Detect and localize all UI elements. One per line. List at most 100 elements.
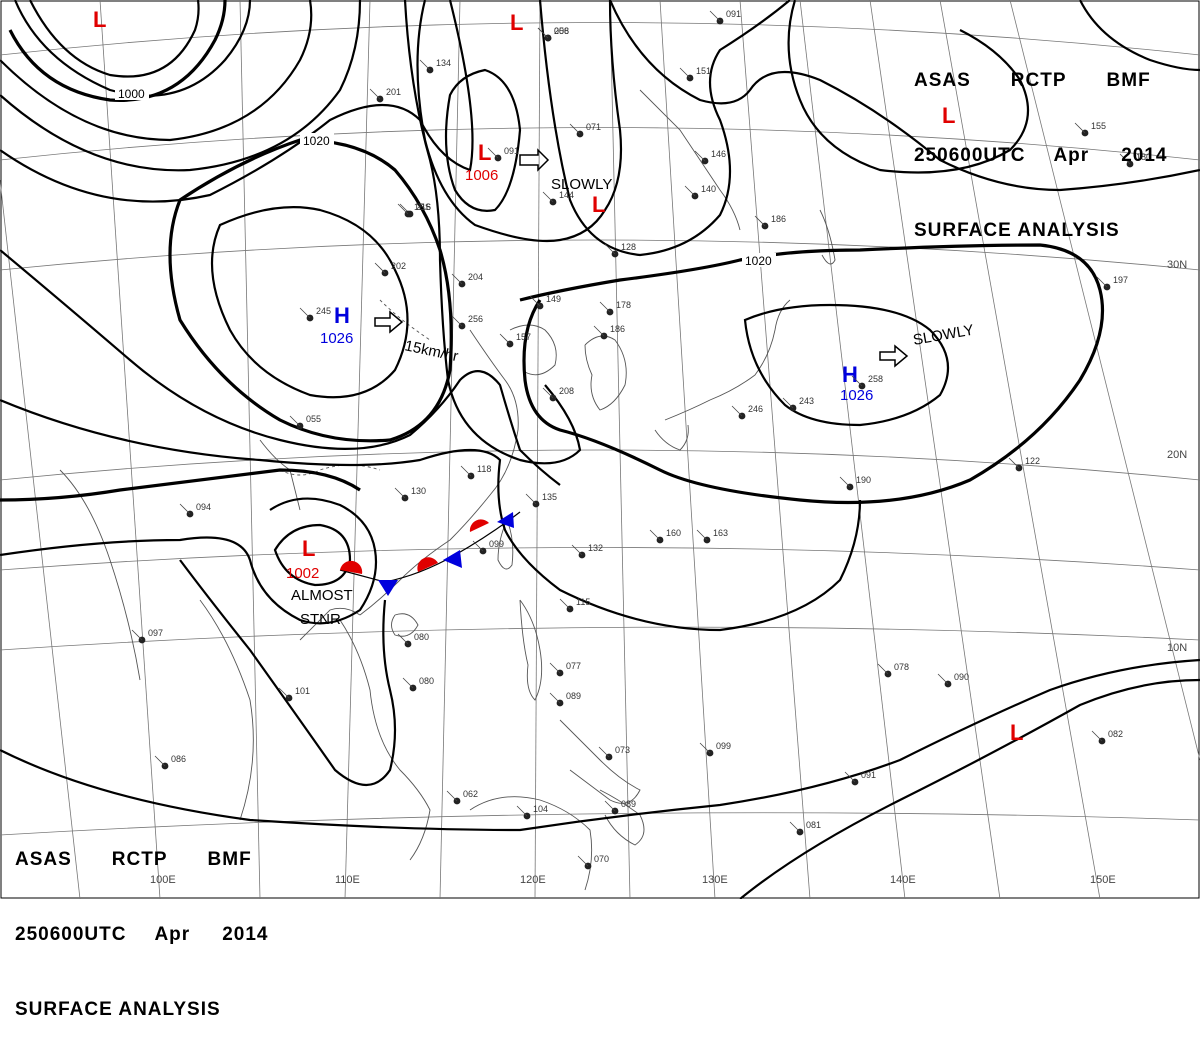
- station-wind-barb: [569, 123, 581, 135]
- station-pressure-value: 099: [716, 741, 731, 751]
- station-pressure-value: 155: [1091, 121, 1106, 131]
- coast-kyushu: [654, 424, 689, 451]
- low-marker-nw: L: [93, 7, 106, 32]
- station-wind-barb: [571, 544, 583, 556]
- station-wind-barb: [451, 315, 463, 327]
- coast-sakhalin: [819, 209, 836, 265]
- station-wind-barb: [487, 147, 499, 159]
- station-wind-barb: [649, 529, 661, 541]
- header-bottom-left: ASAS RCTP BMF 250600UTC Apr 2014 SURFACE ANA…: [15, 797, 268, 1047]
- cold-front-triangle-2: [443, 550, 462, 568]
- station-wind-barb: [577, 855, 589, 867]
- high-center-west: H: [334, 303, 350, 328]
- station-wind-barb: [402, 677, 414, 689]
- warm-front-scallop-3: [469, 519, 489, 532]
- grid-lon-130e: [659, 0, 716, 899]
- station-pressure-value: 204: [468, 272, 483, 282]
- coast-luzon: [519, 599, 543, 701]
- station-wind-barb: [1119, 153, 1131, 165]
- station-wind-barb: [299, 307, 311, 319]
- coast-korea: [584, 335, 627, 411]
- isobar-nw-4: [0, 0, 362, 172]
- grid-lon-120e: [534, 0, 541, 899]
- station-wind-barb: [374, 262, 386, 274]
- station-pressure-value: 094: [196, 502, 211, 512]
- station-wind-barb: [598, 746, 610, 758]
- station-pressure-value: 104: [533, 804, 548, 814]
- station-pressure-value: 160: [666, 528, 681, 538]
- station-pressure-value: 201: [386, 87, 401, 97]
- station-wind-barb: [499, 333, 511, 345]
- station-wind-barb: [460, 465, 472, 477]
- station-pressure-value: 099: [489, 539, 504, 549]
- station-wind-barb: [694, 150, 706, 162]
- isobar-top-far-right: [1079, 0, 1200, 72]
- station-wind-barb: [549, 662, 561, 674]
- isobar-nw-2: [29, 0, 200, 78]
- station-pressure-value: 070: [594, 854, 609, 864]
- isobar-high-outer: [0, 249, 561, 486]
- annotation-almost: ALMOST: [291, 587, 353, 604]
- coast-indochina: [339, 619, 431, 861]
- station-pressure-value: 197: [1113, 275, 1128, 285]
- high-value-west: 1026: [320, 330, 353, 347]
- arrow-high-east: [879, 344, 909, 368]
- low-marker-ne: L: [942, 103, 955, 128]
- station-wind-barb: [782, 397, 794, 409]
- station-pressure-value: 258: [868, 374, 883, 384]
- station-pressure-value: 090: [954, 672, 969, 682]
- station-wind-barb: [419, 59, 431, 71]
- station-pressure-value: 146: [711, 149, 726, 159]
- isobar-top-arc: [608, 0, 1200, 192]
- isobar-1020-main: [0, 243, 1105, 505]
- isobar-top-right: [787, 0, 1030, 174]
- station-pressure-value: 091: [726, 9, 741, 19]
- station-pressure-value: 132: [588, 543, 603, 553]
- station-wind-barb: [131, 629, 143, 641]
- lat-label-20n: 20N: [1167, 449, 1187, 461]
- grid-lon-90: [0, 179, 81, 899]
- station-wind-barb: [397, 633, 409, 645]
- annotation-stnr: STNR: [300, 611, 341, 628]
- isobar-nw-1: [13, 0, 252, 97]
- isobar-nw-5: [0, 0, 474, 203]
- warm-front-scallop-1: [340, 560, 363, 574]
- map-frame: [0, 0, 1200, 899]
- station-wind-barb: [446, 790, 458, 802]
- station-pressure-value: 055: [306, 414, 321, 424]
- station-pressure-value: 144: [559, 190, 574, 200]
- lon-label-130e: 130E: [702, 874, 728, 886]
- station-pressure-value: 118: [477, 464, 491, 474]
- station-pressure-value: 091: [861, 770, 876, 780]
- station-pressure-value: 091: [504, 146, 519, 156]
- station-pressure-value: 080: [414, 632, 429, 642]
- station-pressure-value: 058: [554, 26, 569, 36]
- coast-japan: [664, 299, 791, 421]
- header-top-right: ASAS RCTP BMF 250600UTC Apr 2014 SURFACE ANA…: [914, 18, 1167, 268]
- station-pressure-value: 130: [411, 486, 426, 496]
- isobar-high-inner: [210, 206, 409, 399]
- cold-front-triangle-3: [497, 512, 514, 528]
- station-pressure-value: 246: [748, 404, 763, 414]
- isobar-label-1000: 1000: [118, 87, 145, 101]
- station-pressure-value: 216: [416, 202, 431, 212]
- station-wind-barb: [394, 487, 406, 499]
- station-pressure-value: 140: [701, 184, 716, 194]
- isobar-east-high: [743, 303, 950, 427]
- header-top-line2: 250600UTC Apr 2014: [914, 145, 1168, 166]
- station-pressure-value: 245: [316, 306, 331, 316]
- surface-analysis-map: 30N 20N 10N 100E 110E 120E 130E 140E 150…: [0, 0, 1200, 899]
- grid-lat-10n: [0, 626, 1200, 651]
- low-center-1006: L: [478, 140, 491, 165]
- header-top-line3: SURFACE ANALYSIS: [914, 220, 1120, 241]
- header-bottom-line3: SURFACE ANALYSIS: [15, 999, 221, 1020]
- isobar-label-1020-east: 1020: [745, 254, 772, 268]
- station-pressure-value: 128: [621, 242, 636, 252]
- isobar-south-long: [0, 658, 1200, 832]
- station-wind-barb: [179, 503, 191, 515]
- station-wind-barb: [1091, 730, 1103, 742]
- coastlines: [59, 89, 836, 891]
- station-wind-barb: [684, 185, 696, 197]
- border-2: [379, 299, 431, 341]
- movement-arrows: [374, 148, 909, 368]
